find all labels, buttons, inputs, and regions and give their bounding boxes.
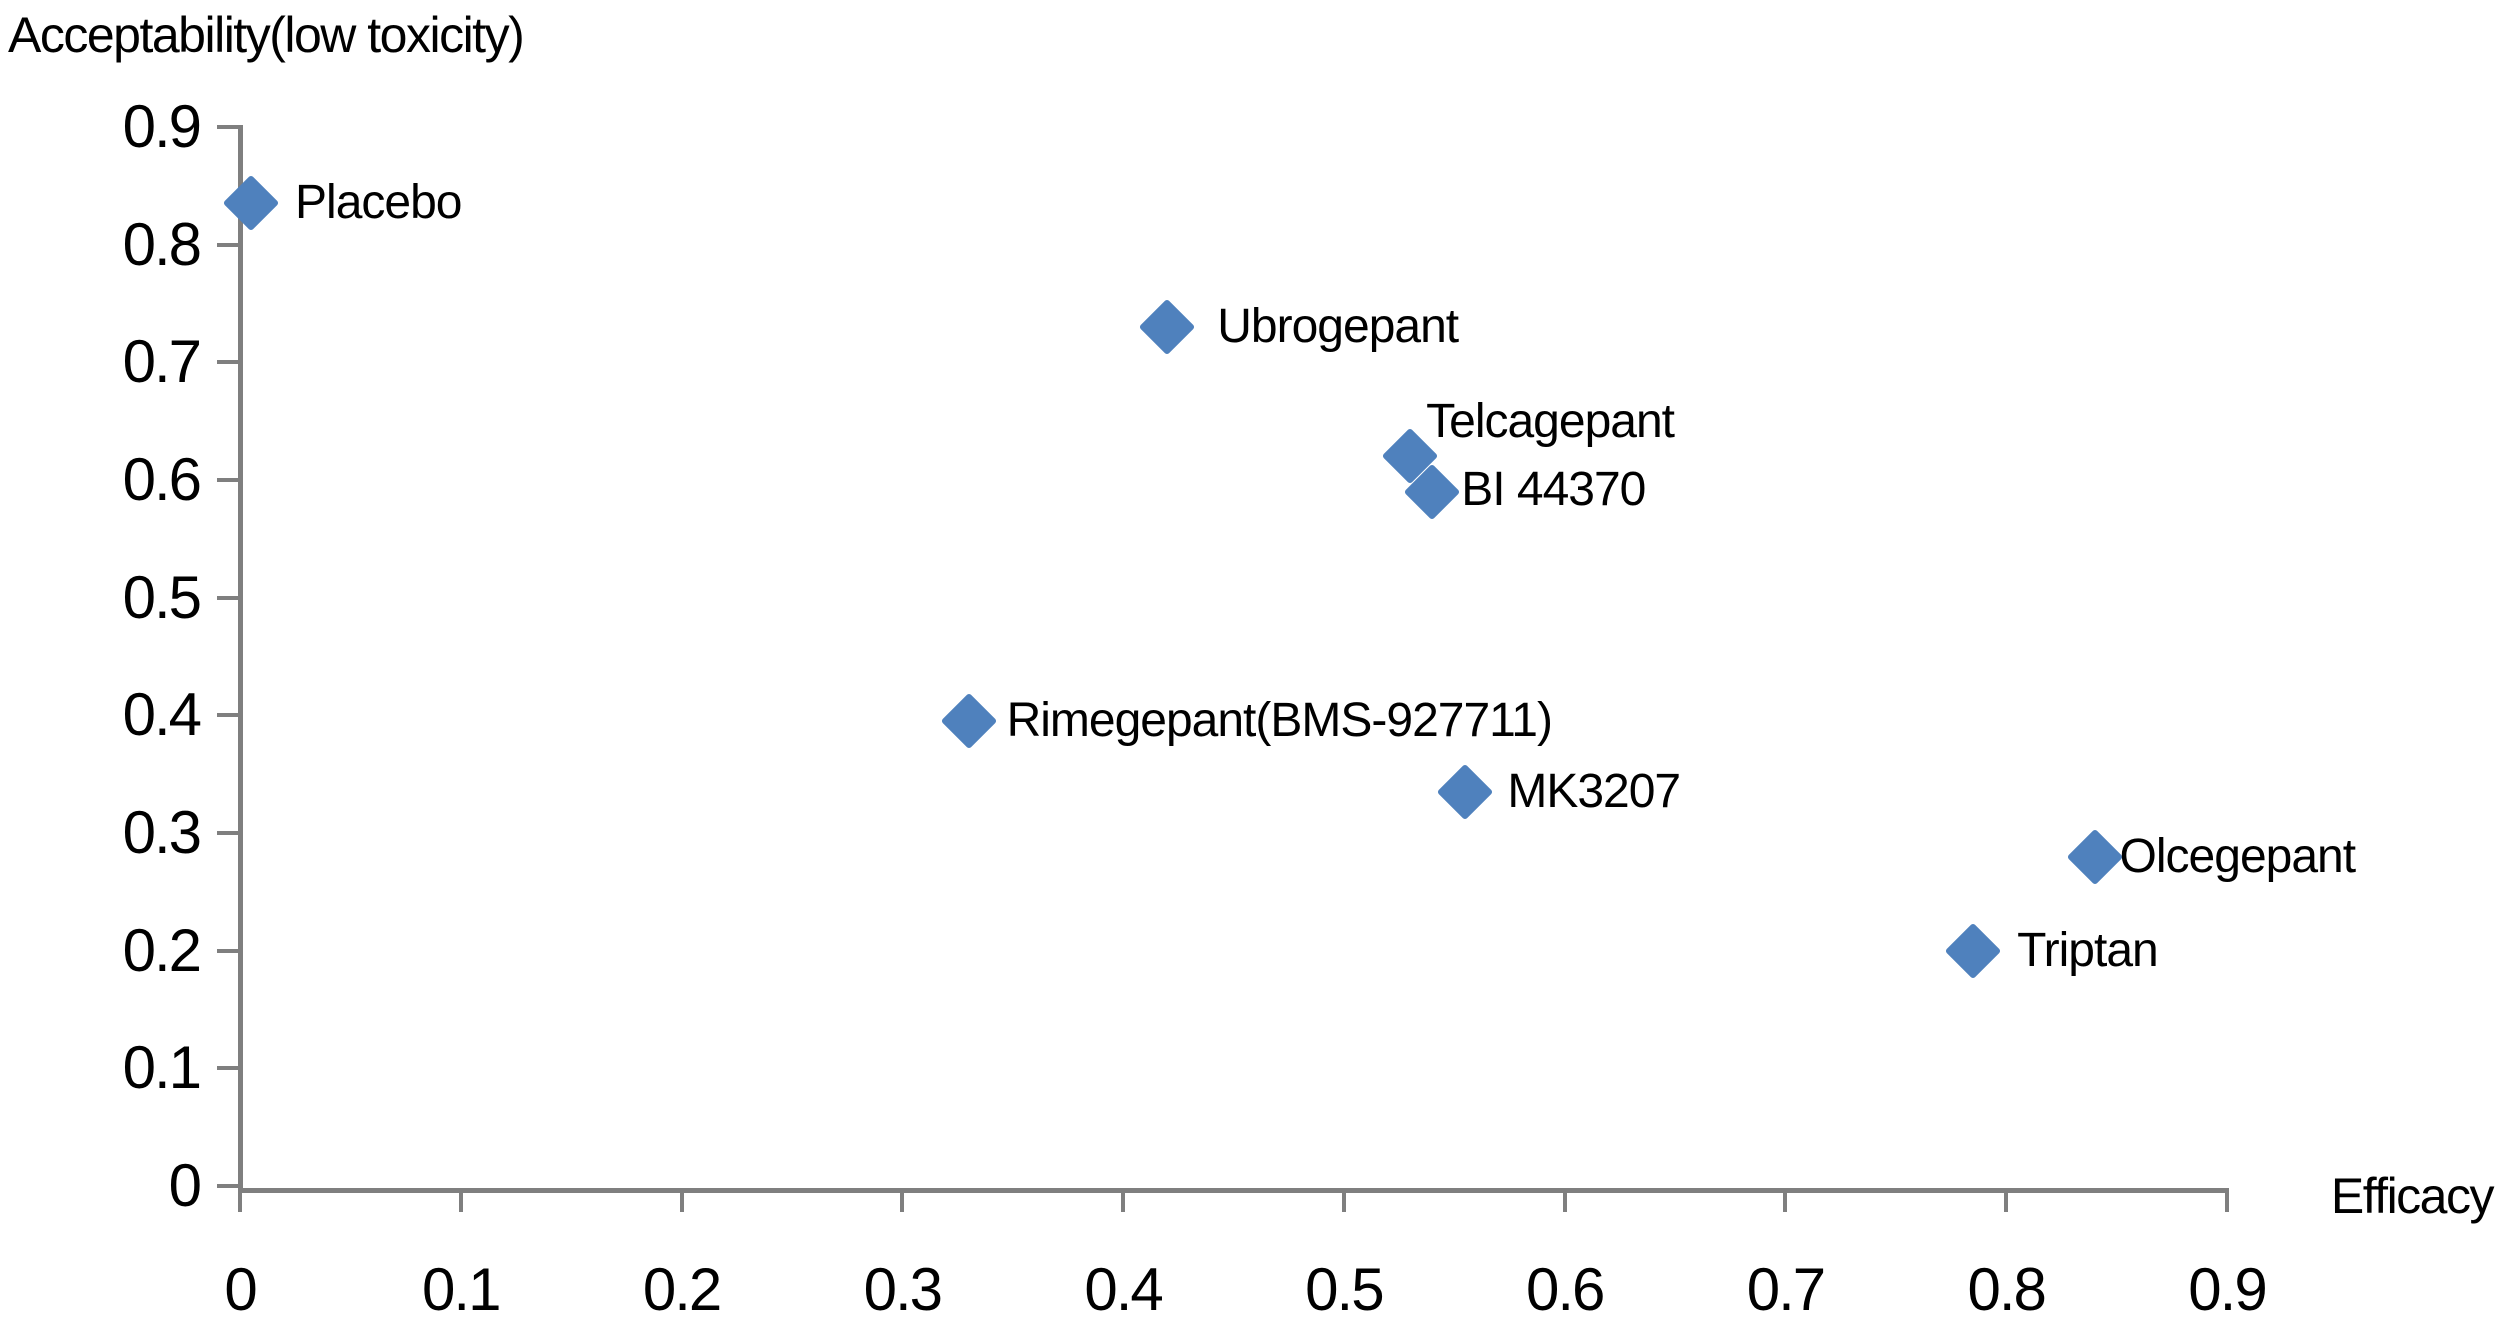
data-point-diamond <box>1437 763 1494 821</box>
x-axis-tick-label: 0.3 <box>863 1256 943 1323</box>
x-axis-tick <box>238 1191 242 1212</box>
data-point-label: BI 44370 <box>1461 462 1646 516</box>
y-axis-tick-label: 0.4 <box>122 681 202 749</box>
y-axis-tick-label: 0.1 <box>122 1034 202 1102</box>
x-axis-tick-label: 0.7 <box>1746 1256 1826 1323</box>
y-axis-tick <box>217 595 238 600</box>
x-axis-tick-label: 0.1 <box>422 1256 501 1323</box>
x-axis-tick <box>2225 1191 2230 1212</box>
data-point-diamond <box>222 175 280 232</box>
data-point-label: Rimegepant(BMS-927711) <box>1006 694 1553 748</box>
x-axis-tick-label: 0 <box>224 1256 257 1323</box>
x-axis-tick <box>1562 1191 1567 1212</box>
x-axis-tick-label: 0.4 <box>1084 1256 1163 1323</box>
y-axis-tick-label: 0.8 <box>122 210 202 278</box>
y-axis-title: Acceptability(low toxicity) <box>8 7 525 63</box>
x-axis-tick <box>1783 1191 1788 1212</box>
y-axis-tick <box>217 242 238 247</box>
data-point-diamond <box>2066 828 2123 885</box>
y-axis-tick-label: 0.5 <box>122 563 202 631</box>
y-axis-tick-label: 0 <box>168 1152 202 1219</box>
x-axis-tick-label: 0.9 <box>2188 1256 2267 1323</box>
data-point-diamond <box>1944 922 2002 979</box>
y-axis-tick <box>217 360 238 365</box>
x-axis-tick-label: 0.8 <box>1967 1256 2047 1323</box>
data-point-label: Olcegepant <box>2119 829 2357 883</box>
y-axis-tick <box>217 948 238 953</box>
x-axis-title: Efficacy <box>2330 1168 2495 1224</box>
x-axis-tick <box>458 1191 463 1212</box>
x-axis-tick <box>1341 1191 1346 1212</box>
y-axis-tick-label: 0.9 <box>122 92 202 160</box>
y-axis-tick-label: 0.2 <box>122 916 202 984</box>
data-point-label: Telcagepant <box>1426 395 1675 449</box>
x-axis-tick <box>679 1191 684 1212</box>
y-axis-tick <box>217 1066 238 1071</box>
y-axis-tick-label: 0.7 <box>122 328 202 396</box>
y-axis-tick <box>217 124 238 129</box>
x-axis-line <box>238 1188 2230 1193</box>
x-axis-tick-label: 0.5 <box>1305 1256 1384 1323</box>
data-point-label: MK3207 <box>1507 764 1681 818</box>
data-point-label: Triptan <box>2017 923 2159 977</box>
data-point-diamond <box>940 692 997 750</box>
x-axis-tick <box>2004 1191 2009 1212</box>
data-point-label: Ubrogepant <box>1217 300 1459 353</box>
y-axis-tick-label: 0.3 <box>122 798 202 866</box>
y-axis-tick <box>217 477 238 482</box>
y-axis-tick-label: 0.6 <box>122 445 202 513</box>
x-axis-tick <box>1121 1191 1126 1212</box>
data-point-label: Placebo <box>295 176 462 230</box>
x-axis-tick-label: 0.6 <box>1525 1256 1605 1323</box>
x-axis-tick <box>900 1191 905 1212</box>
data-point-diamond <box>1138 298 1196 356</box>
y-axis-tick <box>217 713 238 718</box>
y-axis-tick <box>217 1184 238 1188</box>
y-axis-line <box>238 124 243 1193</box>
x-axis-tick-label: 0.2 <box>642 1256 722 1323</box>
y-axis-tick <box>217 830 238 835</box>
